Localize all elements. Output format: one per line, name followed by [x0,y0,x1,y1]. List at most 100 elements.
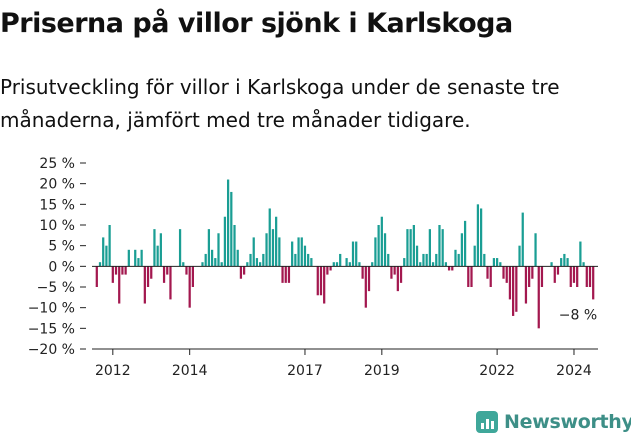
bar [204,253,207,267]
bar [512,266,515,316]
bar [473,245,476,267]
bar [435,253,438,267]
bar [524,266,528,304]
bar [351,241,355,267]
bar [470,266,473,287]
bar [428,229,431,267]
bar [335,262,339,267]
bar [284,266,287,283]
bar [217,233,220,267]
bar [592,266,595,300]
bar [399,266,403,283]
bar [393,266,396,275]
bar [323,266,326,304]
bar [169,266,172,300]
bar [303,245,307,267]
y-tick-label: −5 % [37,280,75,296]
bar [531,266,534,279]
bar [259,262,262,267]
bar [252,237,255,267]
bar [108,225,111,267]
bar [576,266,579,287]
bar [143,266,146,304]
bar [226,179,230,267]
x-tick-label: 2019 [364,363,400,379]
bar [396,266,399,292]
x-tick-label: 2014 [172,363,208,379]
bar [287,266,291,283]
bar [412,225,415,267]
bar [153,229,156,267]
bar [255,258,259,267]
bar [134,249,137,267]
bar [300,237,303,267]
bar [150,266,153,279]
bar [191,266,195,287]
newsworthy-logo-icon [476,411,498,433]
bar [457,253,460,267]
bar [415,245,419,267]
bar [463,220,467,267]
bar [483,253,486,267]
bar [319,266,323,296]
bar [275,216,278,267]
bar [111,266,114,283]
x-tick-label: 2024 [556,363,592,379]
bar [431,262,435,267]
bar [98,262,102,267]
bar [499,262,502,267]
y-tick-label: 20 % [39,177,75,193]
bar [585,266,588,287]
bar [403,258,406,267]
bar [114,266,118,275]
bar [326,266,329,275]
y-tick-label: 5 % [48,239,75,255]
y-tick-label: 10 % [39,218,75,234]
bar [518,245,521,267]
bar [588,266,592,287]
bar [528,266,531,287]
bar [374,237,377,267]
bar [166,266,169,275]
bar [265,233,268,267]
brand-logo: Newsworthy [476,408,631,436]
bar [387,253,390,267]
bar [159,233,162,267]
bar [425,253,428,267]
bar [127,249,130,267]
last-value-annotation: −8 % [559,307,597,323]
bar [479,208,483,267]
bar [262,253,265,267]
bar [569,266,572,287]
bar [201,262,204,267]
bar [582,262,585,267]
bar [451,266,454,271]
y-tick-label: 0 % [48,259,75,275]
bar [214,258,217,267]
bar [486,266,489,279]
bar [572,266,576,283]
bar [185,266,188,275]
bar [207,229,211,267]
bar [521,212,524,267]
bar [271,229,275,267]
bar [281,266,284,283]
bar [220,262,223,267]
bar [502,266,505,279]
y-tick-label: −15 % [28,321,75,337]
bar [358,262,361,267]
bar [361,266,364,279]
bar [239,266,243,279]
x-tick-label: 2012 [95,363,131,379]
bar [210,249,214,267]
bar-chart: 25 % 20 % 15 % 10 % 5 % 0 % −5 % −10 % −15 % −20 … [28,156,598,379]
bar [332,262,335,267]
bar [534,233,537,267]
bar [476,204,480,267]
page-title: Priserna på villor sjönk i Karlskoga [0,8,513,39]
bar [460,233,464,267]
bar [182,262,185,267]
bar [278,237,281,267]
bar [438,225,441,267]
bar [355,241,358,267]
